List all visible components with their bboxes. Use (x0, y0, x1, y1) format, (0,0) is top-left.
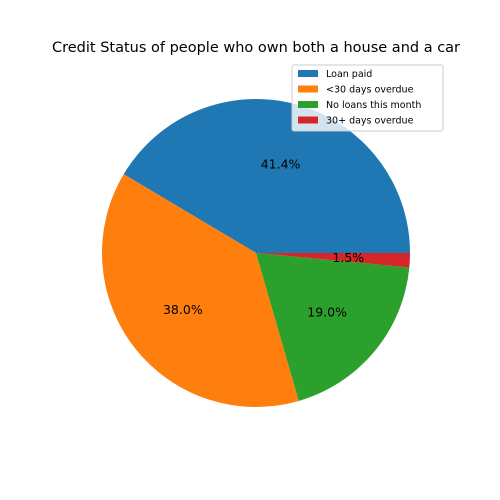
legend-swatch-loan-paid (298, 70, 318, 77)
pie-label-loan-paid: 41.4% (261, 156, 301, 171)
pie-label-30-days-overdue: 38.0% (163, 302, 203, 317)
legend-label-loan-paid: Loan paid (326, 69, 372, 80)
pie-slices (102, 99, 411, 407)
pie-slice-30-days-overdue (102, 174, 299, 407)
legend-frame (291, 64, 444, 132)
legend-label-no-loans-this-month: No loans this month (326, 100, 421, 111)
legend: Loan paid <30 days overdue No loans this m… (291, 64, 444, 132)
legend-label-30-days-overdue: 30+ days overdue (326, 116, 414, 127)
legend-label-30-days-overdue: <30 days overdue (326, 85, 414, 96)
pie-slice-no-loans-this-month (256, 253, 410, 401)
pie-slice-30-days-overdue (256, 253, 411, 268)
pie-percent-labels: 41.4% 38.0% 19.0% 1.5% (163, 156, 364, 319)
pie-label-30-days-overdue: 1.5% (332, 250, 364, 265)
pie-label-no-loans-this-month: 19.0% (307, 304, 347, 319)
pie-slice-loan-paid (123, 99, 411, 254)
legend-swatch-30-days-overdue (298, 85, 318, 93)
chart-title: Credit Status of people who own both a h… (52, 40, 460, 56)
legend-swatch-no-loans-this-month (298, 101, 318, 108)
legend-swatch-30-days-overdue (298, 116, 318, 124)
